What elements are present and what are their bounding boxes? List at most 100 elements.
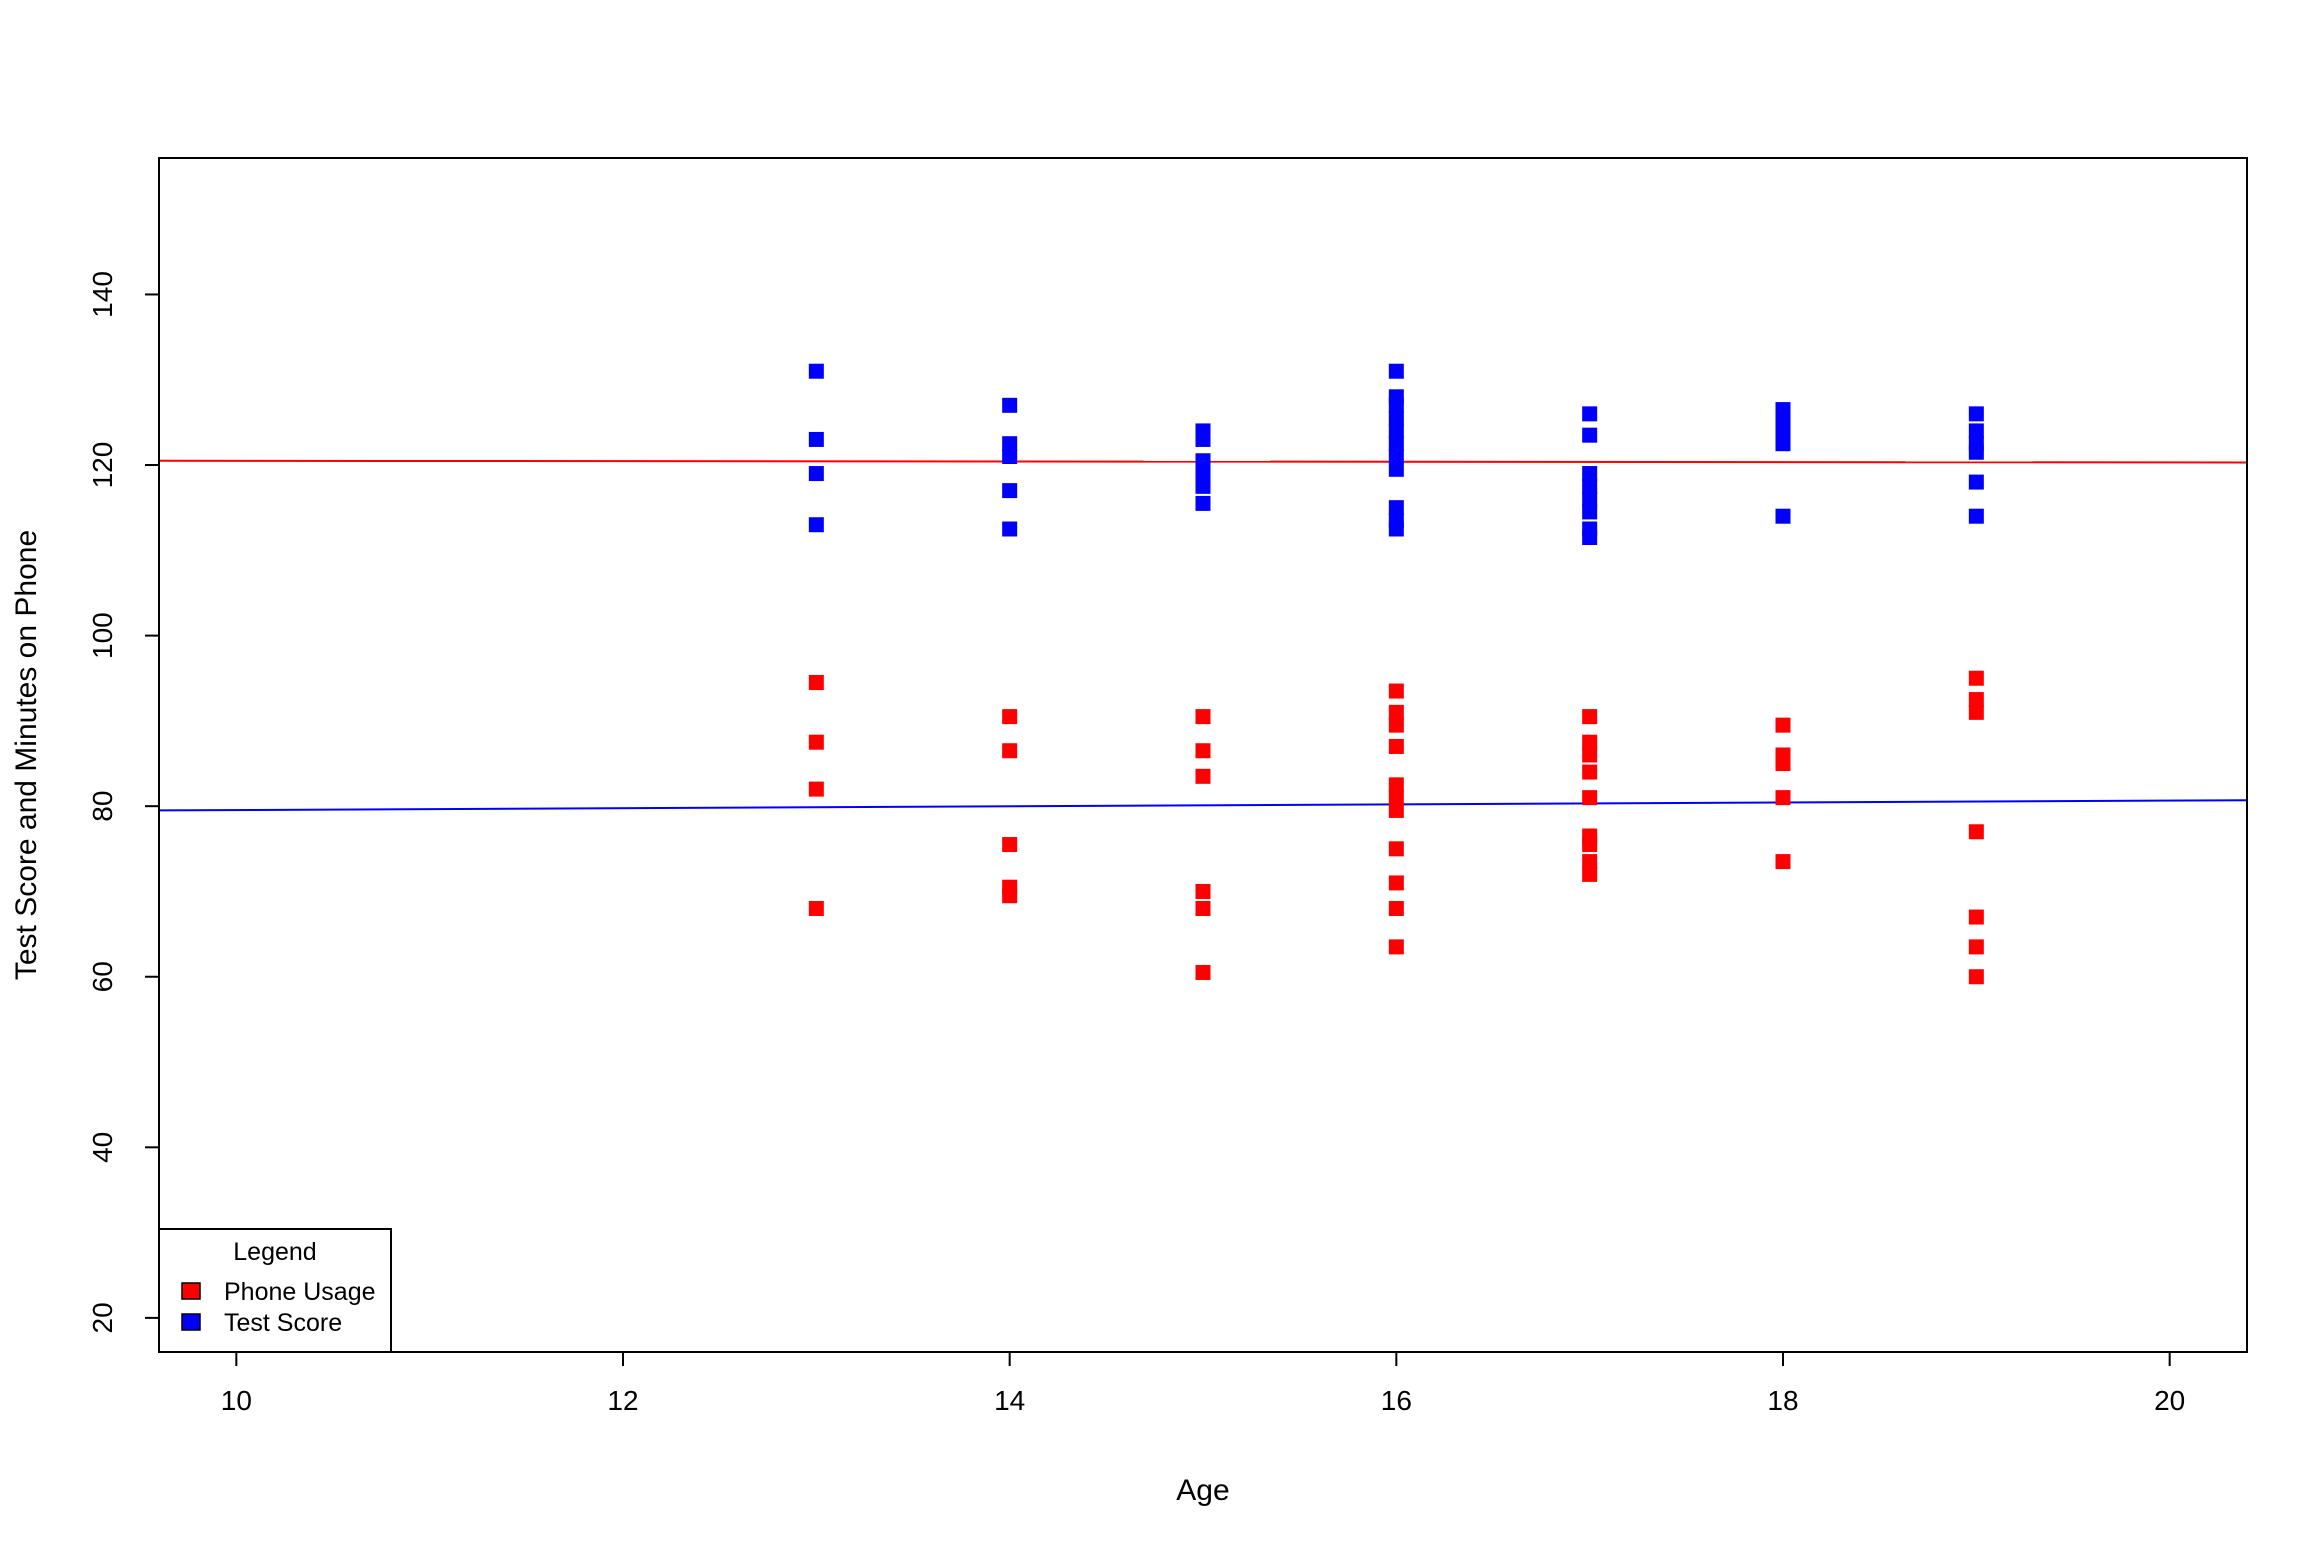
point-test-score [1002,436,1018,452]
y-tick-label: 60 [87,961,118,992]
point-test-score [1775,414,1791,430]
point-test-score [1582,478,1598,494]
legend-swatch-phone-usage [181,1282,201,1300]
legend-swatch-test-score [181,1313,201,1331]
point-test-score [1388,423,1404,439]
point-test-score [1775,508,1791,524]
point-phone-usage [1388,717,1404,733]
x-tick-label: 20 [2154,1385,2185,1416]
point-phone-usage [1582,790,1598,806]
point-phone-usage [1195,768,1211,784]
x-tick-label: 18 [1767,1385,1798,1416]
point-phone-usage [1388,790,1404,806]
point-test-score [1582,466,1598,482]
point-test-score [1388,461,1404,477]
point-phone-usage [1775,854,1791,870]
legend: Legend Phone Usage Test Score [158,1228,392,1353]
legend-title: Legend [233,1238,316,1266]
point-phone-usage [1582,866,1598,882]
point-phone-usage [1002,743,1018,759]
point-test-score [1195,466,1211,482]
x-axis-title: Age [1176,1474,1229,1507]
point-test-score [1388,449,1404,464]
point-test-score [1195,478,1211,494]
point-phone-usage [1775,756,1791,772]
point-phone-usage [1775,717,1791,733]
legend-label-test-score: Test Score [224,1309,342,1337]
point-test-score [808,517,824,533]
x-axis: 10 12 14 16 18 20 [221,1352,2185,1416]
x-tick-label: 14 [994,1385,1025,1416]
plot-frame [158,157,2248,1353]
marks-layer [158,363,2248,985]
point-phone-usage [1582,837,1598,853]
point-phone-usage [1388,802,1404,818]
point-phone-usage [1968,824,1984,840]
point-phone-usage [1388,683,1404,699]
point-phone-usage [808,781,824,797]
point-phone-usage [1388,939,1404,955]
point-phone-usage [808,901,824,917]
point-phone-usage [1388,901,1404,917]
point-test-score [1195,495,1211,511]
point-test-score [1388,363,1404,379]
point-phone-usage [1195,883,1211,899]
point-test-score [1968,406,1984,422]
y-tick-label: 40 [87,1132,118,1163]
point-phone-usage [1968,704,1984,720]
point-phone-usage [1195,743,1211,759]
point-test-score [1002,449,1018,464]
point-test-score [1388,500,1404,516]
y-tick-label: 80 [87,791,118,822]
point-test-score [1775,436,1791,452]
point-phone-usage [1388,875,1404,891]
point-phone-usage [1388,841,1404,857]
point-phone-usage [808,675,824,691]
point-phone-usage [1582,734,1598,750]
trend-line-test-score [158,799,2248,812]
point-test-score [1775,402,1791,418]
y-axis: 20 40 60 80 100 120 140 [87,271,159,1333]
point-phone-usage [1388,738,1404,754]
point-test-score [1582,491,1598,507]
legend-label-phone-usage: Phone Usage [224,1278,376,1306]
point-phone-usage [1388,704,1404,720]
point-phone-usage [1002,837,1018,853]
point-test-score [1968,508,1984,524]
point-test-score [1968,444,1984,460]
y-tick-label: 120 [87,442,118,489]
y-tick-label: 100 [87,612,118,659]
point-phone-usage [1195,901,1211,917]
point-test-score [1002,483,1018,499]
x-tick-label: 10 [221,1385,252,1416]
point-phone-usage [1582,709,1598,725]
point-phone-usage [1968,939,1984,955]
y-axis-title: Test Score and Minutes on Phone [10,530,43,980]
y-tick-label: 20 [87,1302,118,1333]
point-test-score [808,363,824,379]
point-phone-usage [1582,854,1598,870]
point-test-score [1195,431,1211,447]
point-phone-usage [1968,692,1984,708]
point-phone-usage [1968,670,1984,686]
y-tick-label: 140 [87,271,118,318]
point-test-score [1968,474,1984,490]
point-test-score [808,431,824,447]
point-test-score [1582,504,1598,520]
point-test-score [1002,397,1018,413]
point-phone-usage [1775,790,1791,806]
point-test-score [1388,436,1404,452]
x-tick-label: 16 [1381,1385,1412,1416]
point-test-score [1388,410,1404,426]
point-test-score [1388,521,1404,537]
point-test-score [1388,397,1404,413]
point-phone-usage [1582,764,1598,780]
point-phone-usage [1002,888,1018,904]
x-tick-label: 12 [607,1385,638,1416]
point-phone-usage [1582,747,1598,763]
point-phone-usage [1002,709,1018,725]
point-test-score [1002,521,1018,537]
point-phone-usage [1968,909,1984,925]
point-phone-usage [808,734,824,750]
